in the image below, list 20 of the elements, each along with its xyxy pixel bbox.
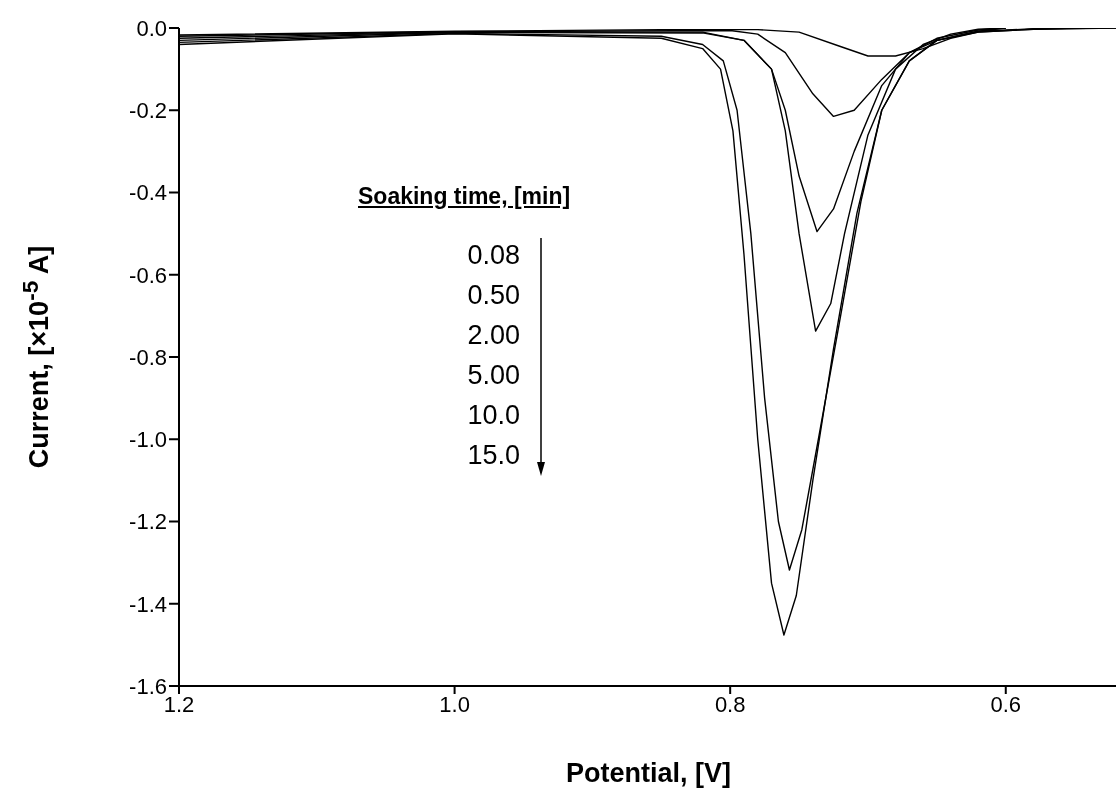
y-tick-label: 0.0: [136, 15, 167, 41]
y-tick-label: -1.6: [129, 673, 167, 699]
annotation: 15.0: [467, 440, 520, 471]
annotation: 0.50: [467, 280, 520, 311]
y-tick-label: -1.0: [129, 427, 167, 453]
x-tick-label: 1.0: [439, 691, 470, 717]
annotation: 0.08: [467, 240, 520, 271]
legend-title: Soaking time, [min]: [358, 183, 571, 210]
annotation: 10.0: [467, 400, 520, 431]
y-tick-label: -0.8: [129, 344, 167, 370]
annotation: 5.00: [467, 360, 520, 391]
y-tick-label: -1.4: [129, 591, 167, 617]
x-tick-label: 0.6: [990, 691, 1022, 717]
y-tick-label: -0.6: [129, 262, 167, 288]
y-tick-label: -0.2: [129, 98, 167, 124]
y-tick-label: -1.2: [129, 509, 167, 535]
x-axis-title: Potential, [V]: [565, 758, 732, 789]
annotation: 2.00: [467, 320, 520, 351]
x-tick-label: 0.8: [714, 691, 746, 717]
y-tick-label: -0.4: [129, 180, 167, 206]
